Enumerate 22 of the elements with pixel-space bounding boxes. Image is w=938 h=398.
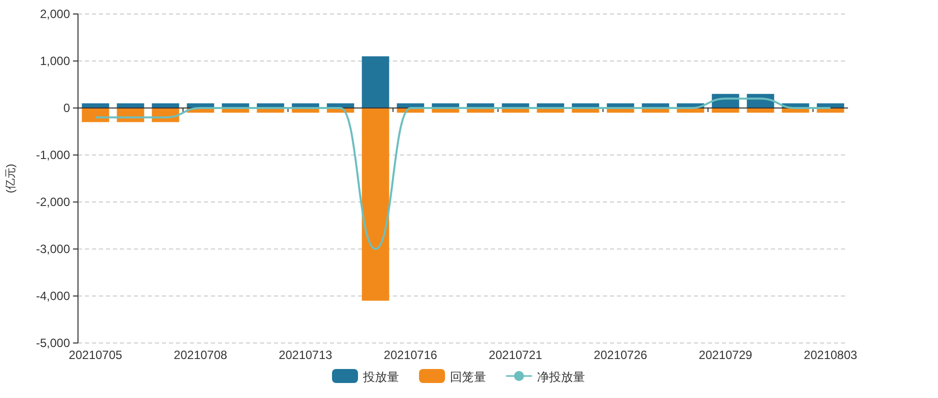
x-tick-label: 20210705 (68, 348, 123, 362)
y-tick-label: -5,000 (36, 336, 70, 350)
y-tick-label: 1,000 (40, 54, 70, 68)
x-tick-label: 20210713 (278, 348, 333, 362)
x-tick-label: 20210716 (384, 348, 438, 362)
y-tick-label: -4,000 (36, 289, 70, 303)
y-axis-title: (亿元) (5, 164, 17, 194)
x-tick-label: 20210721 (488, 348, 543, 362)
x-tick-label: 20210708 (174, 348, 228, 362)
y-tick-label: -3,000 (36, 242, 70, 256)
bar (362, 56, 390, 108)
bar (362, 108, 390, 301)
y-tick-label: -2,000 (36, 195, 70, 209)
y-tick-label: 0 (63, 101, 70, 115)
x-tick-label: 20210803 (804, 348, 858, 362)
legend-label: 回笼量 (450, 370, 486, 384)
y-tick-label: 2,000 (40, 7, 70, 21)
legend-label: 投放量 (362, 370, 399, 384)
x-tick-label: 20210726 (594, 348, 648, 362)
legend-label: 净投放量 (537, 370, 585, 384)
y-tick-label: -1,000 (36, 148, 70, 162)
x-tick-label: 20210729 (698, 348, 753, 362)
